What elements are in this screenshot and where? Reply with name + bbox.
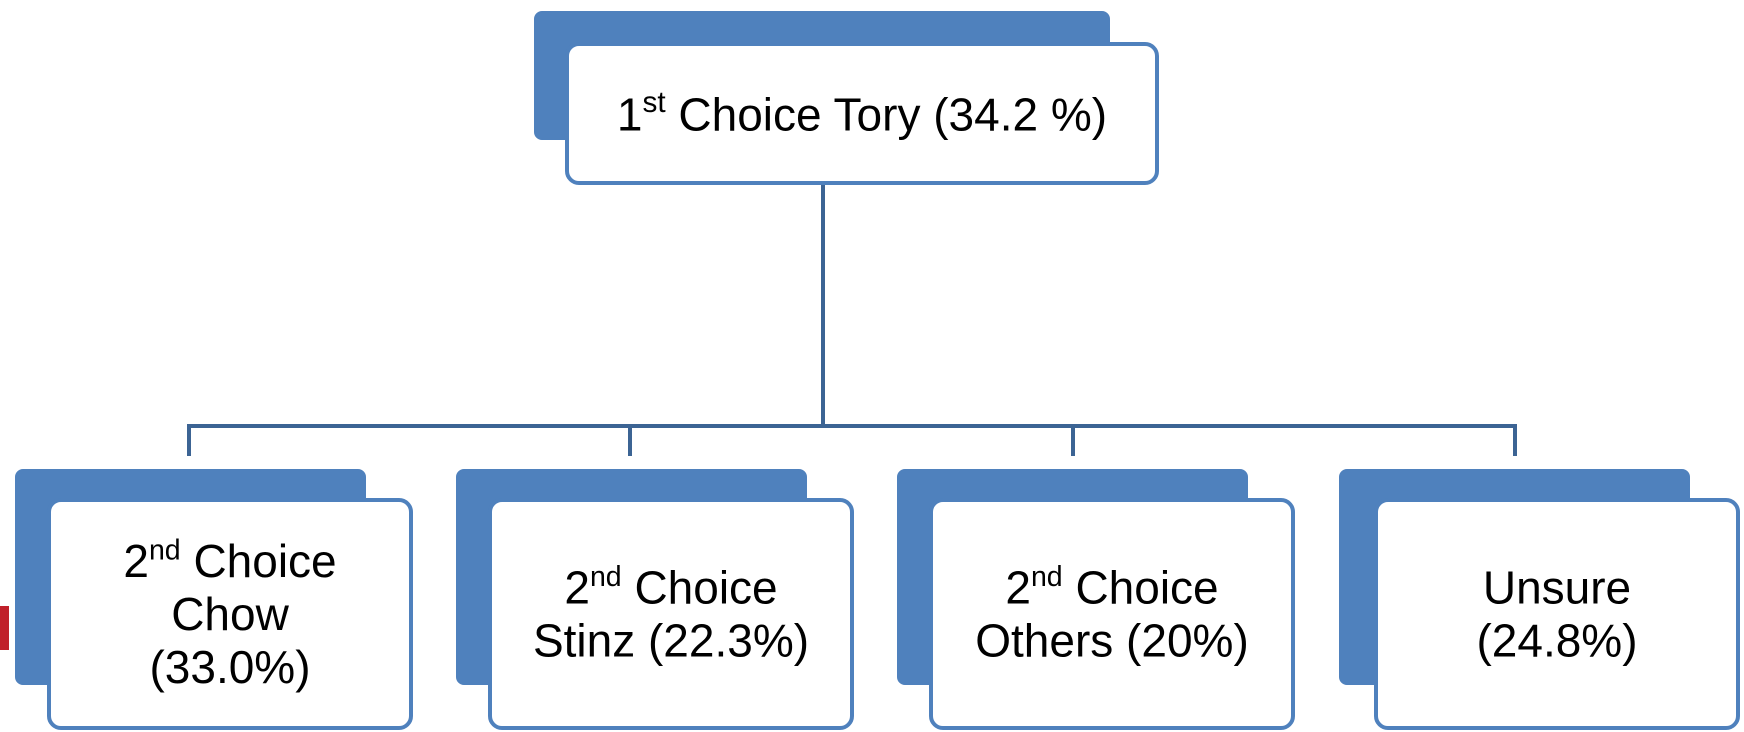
ordinal: 2 bbox=[1005, 562, 1031, 614]
ordinal-suffix: nd bbox=[1031, 561, 1063, 593]
node-label: Chow bbox=[171, 588, 289, 640]
edge-marker bbox=[0, 606, 9, 650]
ordinal-suffix: nd bbox=[149, 535, 181, 567]
label-line: Choice bbox=[622, 562, 778, 614]
connectors bbox=[187, 183, 1517, 456]
ordinal: 2 bbox=[564, 562, 590, 614]
node-label: 2nd Choice bbox=[564, 561, 777, 613]
label-line: Choice bbox=[181, 535, 337, 587]
node-label: Unsure bbox=[1483, 562, 1631, 614]
ordinal: 2 bbox=[123, 535, 149, 587]
node-box bbox=[929, 498, 1295, 730]
label-line: Choice bbox=[1063, 562, 1219, 614]
label-line: Chow bbox=[171, 588, 289, 640]
node-label: (24.8%) bbox=[1476, 615, 1637, 667]
node-label: Others (20%) bbox=[975, 615, 1249, 667]
node-label: Stinz (22.3%) bbox=[533, 615, 809, 667]
node-box bbox=[1374, 498, 1740, 730]
ordinal: 1 bbox=[617, 88, 643, 140]
node-label: 1st Choice Tory (34.2 %) bbox=[617, 86, 1107, 140]
node-box bbox=[488, 498, 854, 730]
node-box bbox=[565, 42, 1159, 185]
ordinal-suffix: st bbox=[643, 86, 667, 119]
label-line: Stinz (22.3%) bbox=[533, 615, 809, 667]
node-label: 2nd Choice bbox=[123, 535, 336, 587]
label-line: Unsure bbox=[1483, 562, 1631, 614]
label-line: (33.0%) bbox=[149, 641, 310, 693]
ordinal-suffix: nd bbox=[590, 561, 622, 593]
label-line: (24.8%) bbox=[1476, 615, 1637, 667]
label-line: Choice Tory (34.2 %) bbox=[666, 88, 1107, 140]
node-label: (33.0%) bbox=[149, 641, 310, 693]
node-label: 2nd Choice bbox=[1005, 561, 1218, 613]
node-box bbox=[47, 498, 413, 730]
label-line: Others (20%) bbox=[975, 615, 1249, 667]
